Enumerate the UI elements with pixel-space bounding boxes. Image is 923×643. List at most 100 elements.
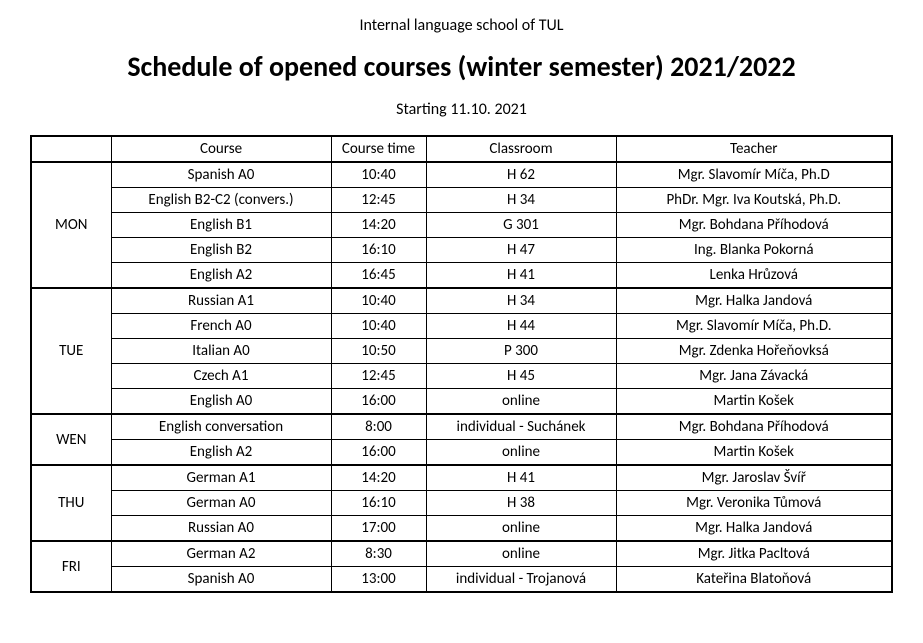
teacher-cell: Mgr. Zdenka Hořeňovksá (616, 339, 892, 364)
room-cell: H 34 (426, 288, 616, 314)
col-header-time: Course time (331, 136, 426, 162)
room-cell: online (426, 440, 616, 466)
room-cell: individual - Trojanová (426, 567, 616, 593)
teacher-cell: PhDr. Mgr. Iva Koutská, Ph.D. (616, 188, 892, 213)
day-cell: TUE (31, 288, 111, 414)
teacher-cell: Mgr. Bohdana Příhodová (616, 213, 892, 238)
course-cell: Spanish A0 (111, 162, 331, 188)
course-cell: Italian A0 (111, 339, 331, 364)
time-cell: 16:10 (331, 491, 426, 516)
table-row: Russian A017:00onlineMgr. Halka Jandová (31, 516, 892, 542)
day-cell: WEN (31, 414, 111, 465)
page-starting: Starting 11.10. 2021 (30, 100, 893, 119)
day-cell: FRI (31, 541, 111, 592)
course-cell: Russian A1 (111, 288, 331, 314)
table-row: French A010:40H 44Mgr. Slavomír Míča, Ph… (31, 314, 892, 339)
teacher-cell: Martin Košek (616, 440, 892, 466)
time-cell: 12:45 (331, 188, 426, 213)
table-row: English A216:45H 41Lenka Hrůzová (31, 263, 892, 289)
course-cell: German A2 (111, 541, 331, 567)
room-cell: H 38 (426, 491, 616, 516)
table-row: Spanish A013:00individual - TrojanováKat… (31, 567, 892, 593)
room-cell: H 62 (426, 162, 616, 188)
teacher-cell: Mgr. Halka Jandová (616, 288, 892, 314)
table-row: FRIGerman A28:30onlineMgr. Jitka Pacltov… (31, 541, 892, 567)
course-cell: English A0 (111, 389, 331, 415)
course-cell: English B1 (111, 213, 331, 238)
room-cell: H 41 (426, 263, 616, 289)
table-row: English A016:00onlineMartin Košek (31, 389, 892, 415)
room-cell: H 41 (426, 465, 616, 491)
time-cell: 16:00 (331, 440, 426, 466)
time-cell: 16:45 (331, 263, 426, 289)
course-cell: English conversation (111, 414, 331, 440)
time-cell: 8:00 (331, 414, 426, 440)
course-cell: French A0 (111, 314, 331, 339)
time-cell: 17:00 (331, 516, 426, 542)
teacher-cell: Mgr. Jaroslav Švíř (616, 465, 892, 491)
room-cell: H 45 (426, 364, 616, 389)
table-row: MONSpanish A010:40H 62Mgr. Slavomír Míča… (31, 162, 892, 188)
table-row: THUGerman A114:20H 41Mgr. Jaroslav Švíř (31, 465, 892, 491)
room-cell: H 44 (426, 314, 616, 339)
table-row: English B216:10H 47Ing. Blanka Pokorná (31, 238, 892, 263)
room-cell: online (426, 516, 616, 542)
teacher-cell: Mgr. Slavomír Míča, Ph.D. (616, 314, 892, 339)
schedule-table: Course Course time Classroom Teacher MON… (30, 135, 893, 593)
teacher-cell: Kateřina Blatoňová (616, 567, 892, 593)
room-cell: H 47 (426, 238, 616, 263)
course-cell: Russian A0 (111, 516, 331, 542)
time-cell: 14:20 (331, 213, 426, 238)
room-cell: P 300 (426, 339, 616, 364)
course-cell: English B2 (111, 238, 331, 263)
time-cell: 14:20 (331, 465, 426, 491)
time-cell: 12:45 (331, 364, 426, 389)
course-cell: Czech A1 (111, 364, 331, 389)
col-header-teacher: Teacher (616, 136, 892, 162)
teacher-cell: Mgr. Slavomír Míča, Ph.D (616, 162, 892, 188)
table-row: English B2-C2 (convers.)12:45H 34PhDr. M… (31, 188, 892, 213)
teacher-cell: Mgr. Jana Závacká (616, 364, 892, 389)
table-row: Italian A010:50P 300Mgr. Zdenka Hořeňovk… (31, 339, 892, 364)
page-title: Schedule of opened courses (winter semes… (30, 49, 893, 84)
time-cell: 8:30 (331, 541, 426, 567)
teacher-cell: Mgr. Jitka Pacltová (616, 541, 892, 567)
course-cell: German A0 (111, 491, 331, 516)
teacher-cell: Mgr. Bohdana Příhodová (616, 414, 892, 440)
course-cell: English A2 (111, 263, 331, 289)
teacher-cell: Ing. Blanka Pokorná (616, 238, 892, 263)
room-cell: online (426, 541, 616, 567)
time-cell: 10:50 (331, 339, 426, 364)
room-cell: G 301 (426, 213, 616, 238)
teacher-cell: Martin Košek (616, 389, 892, 415)
col-header-day (31, 136, 111, 162)
table-row: WENEnglish conversation8:00individual - … (31, 414, 892, 440)
course-cell: Spanish A0 (111, 567, 331, 593)
table-row: German A016:10H 38Mgr. Veronika Tůmová (31, 491, 892, 516)
time-cell: 16:10 (331, 238, 426, 263)
teacher-cell: Mgr. Veronika Tůmová (616, 491, 892, 516)
room-cell: individual - Suchánek (426, 414, 616, 440)
course-cell: English A2 (111, 440, 331, 466)
time-cell: 16:00 (331, 389, 426, 415)
room-cell: H 34 (426, 188, 616, 213)
time-cell: 10:40 (331, 288, 426, 314)
teacher-cell: Lenka Hrůzová (616, 263, 892, 289)
time-cell: 10:40 (331, 162, 426, 188)
course-cell: English B2-C2 (convers.) (111, 188, 331, 213)
time-cell: 10:40 (331, 314, 426, 339)
col-header-course: Course (111, 136, 331, 162)
room-cell: online (426, 389, 616, 415)
table-row: TUERussian A110:40H 34Mgr. Halka Jandová (31, 288, 892, 314)
col-header-room: Classroom (426, 136, 616, 162)
teacher-cell: Mgr. Halka Jandová (616, 516, 892, 542)
time-cell: 13:00 (331, 567, 426, 593)
table-row: English A216:00onlineMartin Košek (31, 440, 892, 466)
table-header-row: Course Course time Classroom Teacher (31, 136, 892, 162)
table-row: Czech A112:45H 45Mgr. Jana Závacká (31, 364, 892, 389)
day-cell: MON (31, 162, 111, 288)
day-cell: THU (31, 465, 111, 541)
page-subtitle: Internal language school of TUL (30, 16, 893, 35)
table-row: English B114:20G 301Mgr. Bohdana Příhodo… (31, 213, 892, 238)
course-cell: German A1 (111, 465, 331, 491)
